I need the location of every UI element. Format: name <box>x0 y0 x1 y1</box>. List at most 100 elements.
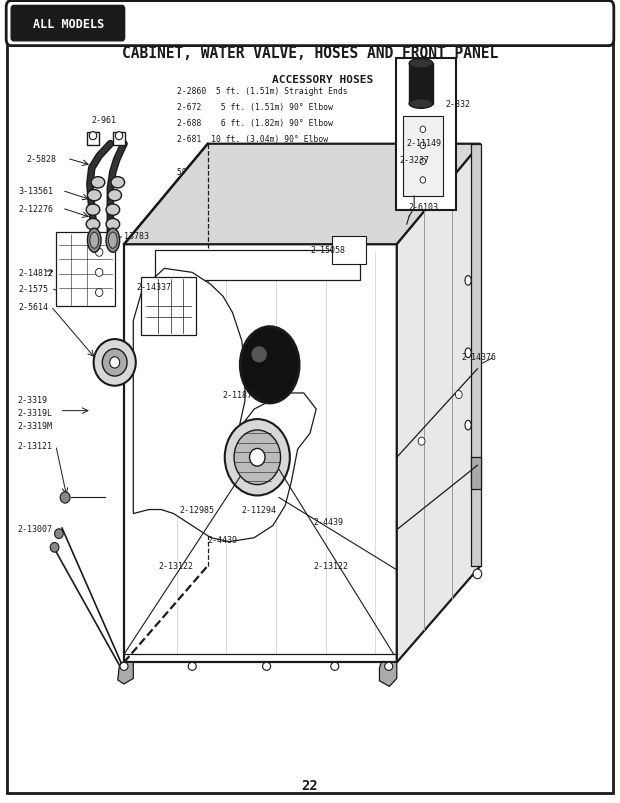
Ellipse shape <box>465 276 471 286</box>
Text: 2-3319: 2-3319 <box>17 395 47 405</box>
Ellipse shape <box>60 492 70 503</box>
Ellipse shape <box>465 349 471 358</box>
Polygon shape <box>471 145 480 566</box>
Ellipse shape <box>50 543 59 552</box>
Text: 13783: 13783 <box>124 231 149 241</box>
Text: 2-3237: 2-3237 <box>399 156 429 165</box>
Text: 59137   Drain hose - available per ft.: 59137 Drain hose - available per ft. <box>177 167 362 177</box>
Bar <box>87 133 99 146</box>
Text: 2-5614: 2-5614 <box>19 302 48 312</box>
Text: 2-832: 2-832 <box>445 100 470 109</box>
Polygon shape <box>124 145 480 245</box>
Text: CABINET, WATER VALVE, HOSES AND FRONT PANEL: CABINET, WATER VALVE, HOSES AND FRONT PA… <box>122 46 498 60</box>
Text: 2-1575: 2-1575 <box>19 284 48 294</box>
Ellipse shape <box>115 132 123 141</box>
Bar <box>396 59 456 210</box>
Polygon shape <box>471 458 480 490</box>
Text: 2-13122: 2-13122 <box>158 560 193 570</box>
Ellipse shape <box>409 100 433 109</box>
Polygon shape <box>124 245 397 662</box>
Ellipse shape <box>188 662 196 671</box>
Text: 2-12985: 2-12985 <box>180 505 215 515</box>
Text: 2-15058: 2-15058 <box>310 246 345 255</box>
Text: ALL MODELS: ALL MODELS <box>33 18 104 31</box>
Text: 2-11878: 2-11878 <box>222 390 257 400</box>
Ellipse shape <box>111 177 125 189</box>
Ellipse shape <box>106 229 120 253</box>
Ellipse shape <box>110 357 120 369</box>
Text: ACCESSORY HOSES: ACCESSORY HOSES <box>272 75 373 85</box>
Polygon shape <box>124 566 480 662</box>
Ellipse shape <box>55 529 63 539</box>
Ellipse shape <box>249 449 265 467</box>
Text: 2-688    6 ft. (1.82m) 90° Elbow: 2-688 6 ft. (1.82m) 90° Elbow <box>177 119 333 128</box>
Ellipse shape <box>331 662 339 671</box>
Ellipse shape <box>384 662 393 671</box>
Bar <box>56 233 115 307</box>
Ellipse shape <box>455 391 463 399</box>
Ellipse shape <box>224 419 290 495</box>
Ellipse shape <box>106 219 120 230</box>
Polygon shape <box>118 662 133 684</box>
Text: 2-2861  Box of 25 hoses - straight ends: 2-2861 Box of 25 hoses - straight ends <box>177 199 367 209</box>
Ellipse shape <box>252 347 267 363</box>
Ellipse shape <box>95 289 103 297</box>
Ellipse shape <box>420 159 426 165</box>
Ellipse shape <box>91 177 105 189</box>
Text: 2-14376: 2-14376 <box>462 353 497 362</box>
Bar <box>409 64 433 104</box>
Ellipse shape <box>420 127 426 133</box>
Text: 2-681  10 ft. (3.04m) 90° Elbow: 2-681 10 ft. (3.04m) 90° Elbow <box>177 135 328 145</box>
Ellipse shape <box>120 662 128 671</box>
Ellipse shape <box>234 430 280 485</box>
Ellipse shape <box>95 269 103 277</box>
Text: 2-672    5 ft. (1.51m) 90° Elbow: 2-672 5 ft. (1.51m) 90° Elbow <box>177 103 333 112</box>
Ellipse shape <box>95 249 103 257</box>
Ellipse shape <box>263 662 270 671</box>
Text: 2-4439: 2-4439 <box>208 535 237 544</box>
Text: 2-13007: 2-13007 <box>17 524 52 533</box>
Text: 2-13122: 2-13122 <box>313 560 348 570</box>
Text: 3-13561: 3-13561 <box>19 186 53 196</box>
Polygon shape <box>379 662 397 687</box>
Bar <box>141 278 196 336</box>
Ellipse shape <box>94 340 136 386</box>
Text: 2-14337: 2-14337 <box>136 283 171 292</box>
FancyBboxPatch shape <box>11 6 125 42</box>
Bar <box>113 133 125 146</box>
Ellipse shape <box>86 205 100 216</box>
Bar <box>155 251 360 281</box>
Text: 2-5828: 2-5828 <box>26 154 56 164</box>
Text: 2-14812: 2-14812 <box>19 268 53 278</box>
Ellipse shape <box>87 190 101 202</box>
Ellipse shape <box>86 219 100 230</box>
Text: 2-13121: 2-13121 <box>17 441 52 450</box>
Text: 59141   Drain hose - carton of 50 ft.: 59141 Drain hose - carton of 50 ft. <box>177 183 357 193</box>
Bar <box>332 237 366 265</box>
Ellipse shape <box>106 205 120 216</box>
Text: 2-4439: 2-4439 <box>313 517 343 527</box>
Text: 2-6103: 2-6103 <box>408 202 438 212</box>
Ellipse shape <box>102 349 127 377</box>
Ellipse shape <box>420 177 426 184</box>
Text: 2-961: 2-961 <box>92 116 117 125</box>
Text: 22: 22 <box>301 778 319 793</box>
Ellipse shape <box>420 143 426 149</box>
Text: 2-11149: 2-11149 <box>406 138 441 148</box>
Text: 2-3319L: 2-3319L <box>17 408 52 418</box>
PathPatch shape <box>133 269 316 542</box>
Text: 2-12276: 2-12276 <box>19 204 53 214</box>
Ellipse shape <box>418 438 425 446</box>
Text: 2-3319M: 2-3319M <box>17 421 52 430</box>
Ellipse shape <box>90 233 99 249</box>
Ellipse shape <box>89 132 97 141</box>
Ellipse shape <box>87 229 101 253</box>
Ellipse shape <box>409 59 433 69</box>
Ellipse shape <box>473 569 482 579</box>
Bar <box>403 116 443 197</box>
Text: 2-2860  5 ft. (1.51m) Straight Ends: 2-2860 5 ft. (1.51m) Straight Ends <box>177 87 347 96</box>
Ellipse shape <box>465 421 471 430</box>
Polygon shape <box>397 145 480 662</box>
Text: 2-11294: 2-11294 <box>242 505 277 515</box>
Ellipse shape <box>108 233 117 249</box>
